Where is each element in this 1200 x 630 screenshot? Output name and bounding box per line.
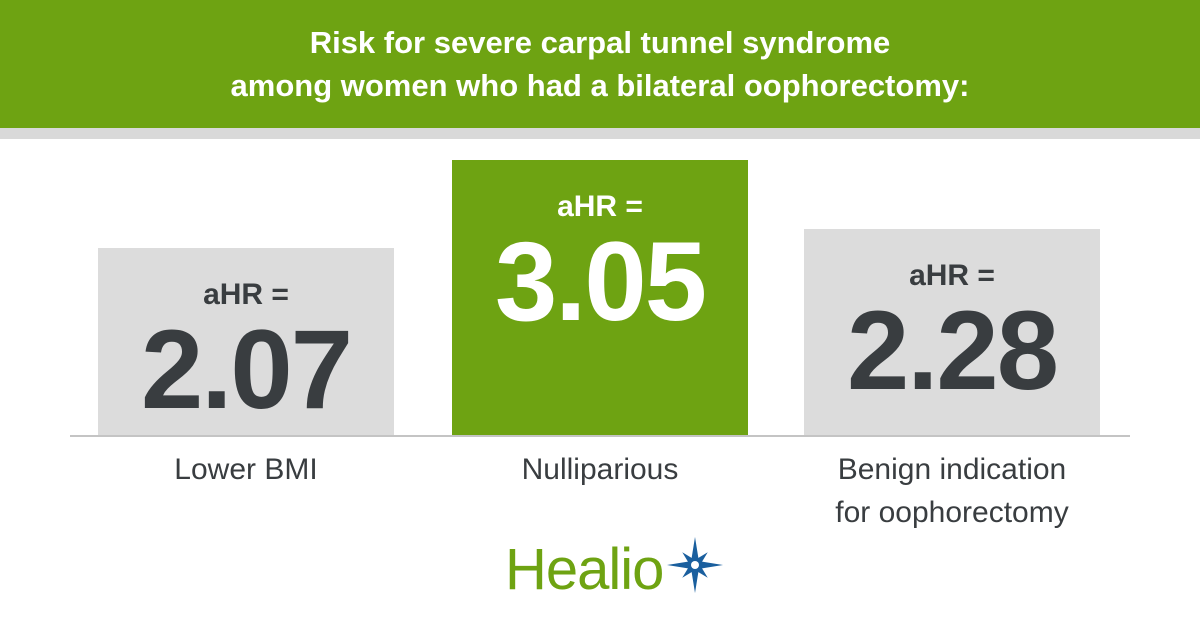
category-label-1: Lower BMI [66,448,426,491]
category-label-1-line-1: Lower BMI [174,453,318,486]
chart-title-line-1: Risk for severe carpal tunnel syndrome [309,25,891,60]
bar-1-value-prefix: aHR = [203,278,289,311]
category-label-3-line-1: Benign indication [837,453,1067,486]
bar-1: aHR = 2.07 [98,248,394,435]
healio-logo: Healio [505,535,735,605]
bar-2: aHR = 3.05 [452,160,748,435]
star-burst-icon [667,537,723,593]
bar-3-value-prefix: aHR = [909,259,995,292]
bar-1-value-label: 2.07 [141,307,353,432]
bar-2-value-prefix: aHR = [557,190,643,223]
header-divider-strip [0,128,1200,139]
bar-3-value-label: 2.28 [847,288,1059,413]
category-label-3: Benign indication for oophorectomy [772,448,1132,534]
category-label-2: Nulliparious [420,448,780,491]
bar-2-value-label: 3.05 [495,219,707,344]
chart-title: Risk for severe carpal tunnel syndrome a… [0,0,1200,128]
category-label-3-line-2: for oophorectomy [835,496,1069,529]
chart-baseline [70,435,1130,437]
bar-3: aHR = 2.28 [804,229,1100,435]
category-label-2-line-1: Nulliparious [521,453,679,486]
chart-title-line-2: among women who had a bilateral oophorec… [230,68,970,103]
logo-text: Healio [505,537,664,602]
